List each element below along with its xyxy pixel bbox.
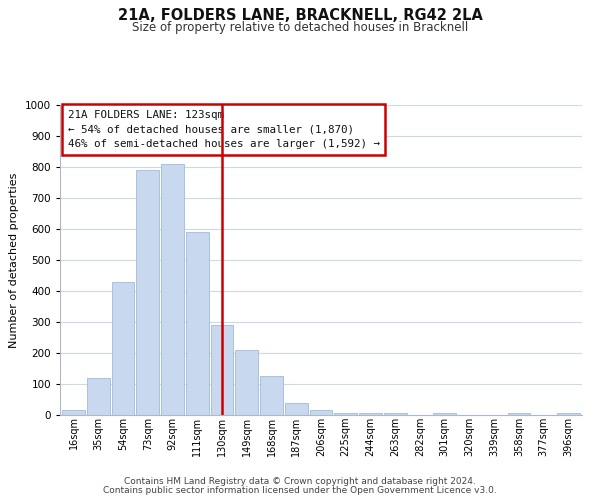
Text: 21A FOLDERS LANE: 123sqm
← 54% of detached houses are smaller (1,870)
46% of sem: 21A FOLDERS LANE: 123sqm ← 54% of detach… — [68, 110, 380, 149]
Bar — [161, 164, 184, 415]
Bar — [433, 414, 456, 415]
Bar — [508, 414, 530, 415]
Bar — [211, 325, 233, 415]
Bar — [260, 376, 283, 415]
Text: Contains HM Land Registry data © Crown copyright and database right 2024.: Contains HM Land Registry data © Crown c… — [124, 477, 476, 486]
Bar — [384, 414, 407, 415]
Text: 21A, FOLDERS LANE, BRACKNELL, RG42 2LA: 21A, FOLDERS LANE, BRACKNELL, RG42 2LA — [118, 8, 482, 22]
Bar — [557, 414, 580, 415]
Bar — [334, 414, 357, 415]
Bar — [136, 170, 159, 415]
Text: Contains public sector information licensed under the Open Government Licence v3: Contains public sector information licen… — [103, 486, 497, 495]
Bar — [62, 410, 85, 415]
Bar — [359, 414, 382, 415]
Bar — [235, 350, 258, 415]
Bar — [285, 402, 308, 415]
Bar — [186, 232, 209, 415]
Bar — [87, 378, 110, 415]
Bar — [112, 282, 134, 415]
Text: Size of property relative to detached houses in Bracknell: Size of property relative to detached ho… — [132, 21, 468, 34]
Bar — [310, 410, 332, 415]
Y-axis label: Number of detached properties: Number of detached properties — [9, 172, 19, 348]
